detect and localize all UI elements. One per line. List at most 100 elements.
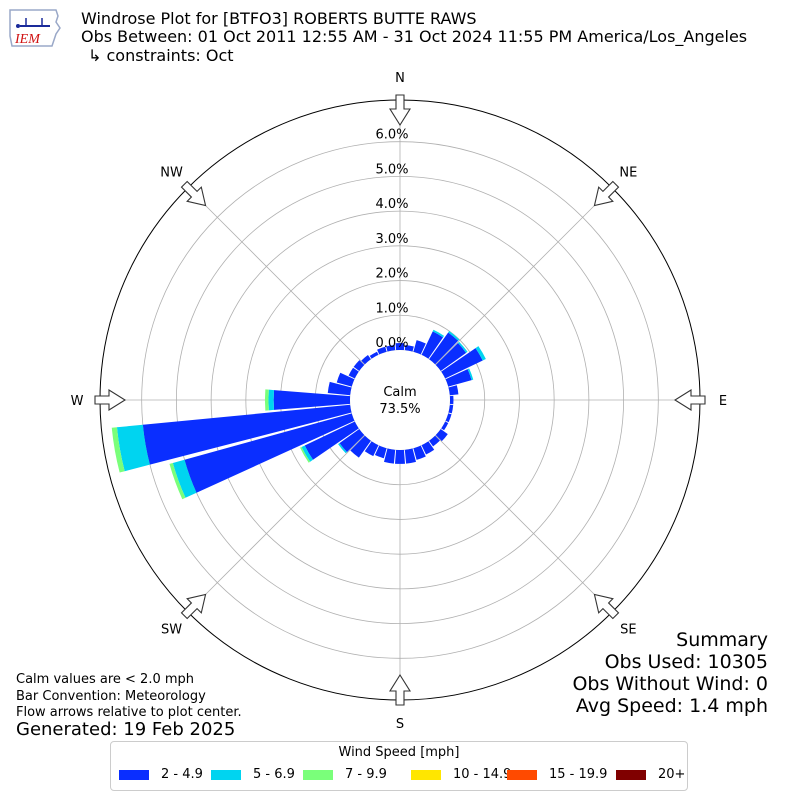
legend-item-1: 5 - 6.9 <box>211 767 295 782</box>
windrose-bar-220-bin-0 <box>350 435 371 458</box>
windrose-bar-190-bin-0 <box>384 448 396 464</box>
windrose-bar-240-bin-2 <box>300 446 311 463</box>
windrose-bar-250-bin-2 <box>169 463 186 500</box>
windrose-bar-10-bin-0 <box>404 345 414 352</box>
grid-spoke-5 <box>187 435 365 613</box>
legend-swatch <box>303 769 333 780</box>
constraints-label: ↳ constraints: Oct <box>88 46 234 65</box>
legend-item-5: 20+ <box>616 767 685 782</box>
windrose-bar-240-bin-0 <box>304 421 359 460</box>
direction-label-S: S <box>396 717 404 732</box>
calm-disc <box>350 350 450 450</box>
windrose-bar-90-bin-0 <box>449 395 454 405</box>
windrose-bar-160-bin-0 <box>413 445 426 460</box>
flow-arrow-icon-N <box>389 94 411 127</box>
speed-legend: Wind Speed [mph] 2 - 4.9 5 - 6.9 7 - 9.9 10… <box>110 741 688 791</box>
windrose-bar-60-bin-0 <box>441 348 483 379</box>
windrose-bar-120-bin-0 <box>441 421 449 431</box>
windrose-bar-280-bin-0 <box>327 381 352 396</box>
direction-label-NE: NE <box>619 166 637 181</box>
flow-arrow-icon-E <box>673 389 706 411</box>
flow-arrow-icon-NE <box>593 180 620 207</box>
legend-item-3: 10 - 14.9 <box>411 767 511 782</box>
windrose-bar-30-bin-1 <box>432 329 445 338</box>
windrose-bar-230-bin-1 <box>338 443 348 454</box>
calm-note: Calm values are < 2.0 mph <box>16 672 195 687</box>
radial-tick-label-2: 2.0% <box>375 267 408 282</box>
legend-label: 5 - 6.9 <box>253 767 295 782</box>
flow-arrow-icon-SW <box>180 593 207 620</box>
legend-item-0: 2 - 4.9 <box>119 767 203 782</box>
legend-label: 7 - 9.9 <box>345 767 387 782</box>
polar-labels: 0.0% 1.0% 2.0% 3.0% 4.0% 5.0% 6.0% N NE E SE S SW W NW <box>71 71 728 732</box>
radial-tick-label-1: 1.0% <box>375 301 408 316</box>
windrose-bar-60-bin-1 <box>475 346 486 361</box>
flow-arrow-icon-W <box>94 389 127 411</box>
radial-tick-label-5: 5.0% <box>375 162 408 177</box>
chart-subtitle: Obs Between: 01 Oct 2011 12:55 AM - 31 O… <box>81 27 748 46</box>
direction-label-SW: SW <box>161 622 182 637</box>
direction-label-NW: NW <box>160 166 183 181</box>
radial-tick-label-6: 6.0% <box>375 128 408 143</box>
windrose-bar-170-bin-0 <box>404 448 416 464</box>
windrose-bar-40-bin-1 <box>448 331 460 341</box>
windrose-bar-110-bin-0 <box>445 413 452 423</box>
windrose-bar-210-bin-0 <box>364 441 379 457</box>
flow-note: Flow arrows relative to plot center. <box>16 705 242 720</box>
windrose-bar-350-bin-0 <box>386 345 396 352</box>
windrose-bar-200-bin-0 <box>374 445 387 459</box>
direction-arrows <box>94 94 706 706</box>
windrose-bar-70-bin-1 <box>467 368 474 381</box>
calm-circle: Calm 73.5% <box>350 350 450 450</box>
windrose-bar-20-bin-0 <box>413 340 426 355</box>
windrose-bar-270-bin-0 <box>273 390 351 410</box>
windrose-bar-270-bin-1 <box>268 389 275 411</box>
legend-swatch <box>211 769 241 780</box>
windrose-bar-80-bin-0 <box>448 385 459 396</box>
legend-item-4: 15 - 19.9 <box>507 767 607 782</box>
legend-swatch <box>507 769 537 780</box>
windrose-bar-250-bin-1 <box>172 459 197 498</box>
bar-convention-note: Bar Convention: Meteorology <box>16 689 206 704</box>
logo-text: IEM <box>14 32 41 47</box>
grid-spoke-7 <box>187 187 365 365</box>
windrose-bar-0-bin-0 <box>395 343 405 351</box>
windrose-bar-270-bin-2 <box>264 389 269 411</box>
calm-percent: 73.5% <box>379 402 420 417</box>
windrose-bar-290-bin-0 <box>336 372 355 387</box>
radial-tick-label-4: 4.0% <box>375 197 408 212</box>
flow-arrow-icon-S <box>389 673 411 706</box>
windrose-bar-340-bin-0 <box>377 346 387 355</box>
summary-obs-without-wind: Obs Without Wind: 0 <box>572 673 768 695</box>
legend-swatch <box>119 769 149 780</box>
direction-label-W: W <box>71 394 84 409</box>
windrose-bar-260-bin-2 <box>111 427 125 473</box>
legend-item-2: 7 - 9.9 <box>303 767 387 782</box>
grid-spoke-1 <box>435 187 613 365</box>
legend-label: 2 - 4.9 <box>161 767 203 782</box>
radial-tick-label-3: 3.0% <box>375 232 408 247</box>
legend-label: 20+ <box>658 767 686 782</box>
windrose-bar-250-bin-0 <box>184 413 355 493</box>
direction-label-SE: SE <box>620 622 636 637</box>
summary-title: Summary <box>676 629 768 651</box>
windrose-bar-50-bin-0 <box>435 343 467 371</box>
direction-label-E: E <box>719 394 727 409</box>
summary-obs-used: Obs Used: 10305 <box>604 651 768 673</box>
windrose-bar-150-bin-0 <box>421 441 435 455</box>
windrose-bar-260-bin-0 <box>142 404 352 465</box>
legend-swatch <box>411 769 441 780</box>
windrose-bar-40-bin-0 <box>429 332 459 365</box>
grid-spoke-3 <box>435 435 613 613</box>
windrose-bars <box>111 329 486 500</box>
summary-avg-speed: Avg Speed: 1.4 mph <box>575 695 768 717</box>
direction-label-N: N <box>395 71 405 86</box>
windrose-bar-50-bin-1 <box>457 341 468 353</box>
iem-logo: IEM <box>9 9 61 47</box>
windrose-bar-140-bin-0 <box>429 435 440 447</box>
windrose-bar-100-bin-0 <box>448 404 454 414</box>
flow-arrow-icon-SE <box>593 593 620 620</box>
windrose-bar-70-bin-0 <box>445 369 472 387</box>
windrose-bar-330-bin-0 <box>369 351 379 359</box>
